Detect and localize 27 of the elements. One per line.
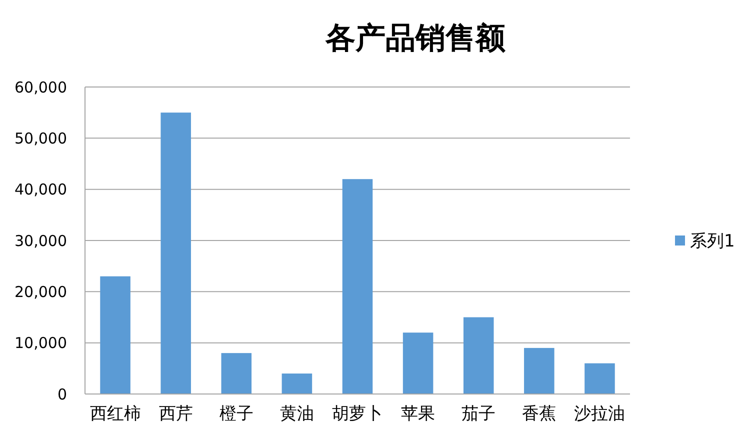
bar	[524, 348, 554, 394]
chart-title: 各产品销售额	[324, 21, 506, 56]
x-tick-label: 黄油	[280, 404, 314, 424]
bar	[221, 353, 252, 394]
x-tick-label: 茄子	[462, 404, 496, 424]
x-tick-label: 苹果	[401, 404, 436, 424]
y-tick-label: 60,000	[14, 78, 67, 96]
bar	[342, 179, 373, 394]
y-tick-label: 0	[57, 385, 67, 404]
bar	[160, 112, 191, 394]
x-tick-label: 胡萝卜	[332, 404, 383, 424]
y-tick-label: 10,000	[14, 334, 67, 352]
y-tick-label: 20,000	[14, 282, 67, 301]
x-tick-label: 沙拉油	[574, 404, 626, 424]
legend-label: 系列1	[690, 231, 735, 252]
y-tick-label: 50,000	[14, 129, 67, 148]
x-tick-label: 橙子	[219, 404, 254, 424]
bar	[463, 317, 494, 394]
y-tick-label: 30,000	[14, 232, 67, 250]
bar	[100, 276, 130, 394]
bar	[584, 363, 615, 394]
bar	[402, 332, 434, 394]
x-tick-label: 香蕉	[522, 404, 556, 424]
x-tick-label: 西红柿	[90, 404, 141, 424]
y-tick-label: 40,000	[14, 180, 67, 199]
bar	[282, 374, 312, 394]
x-tick-label: 西芹	[158, 404, 193, 424]
